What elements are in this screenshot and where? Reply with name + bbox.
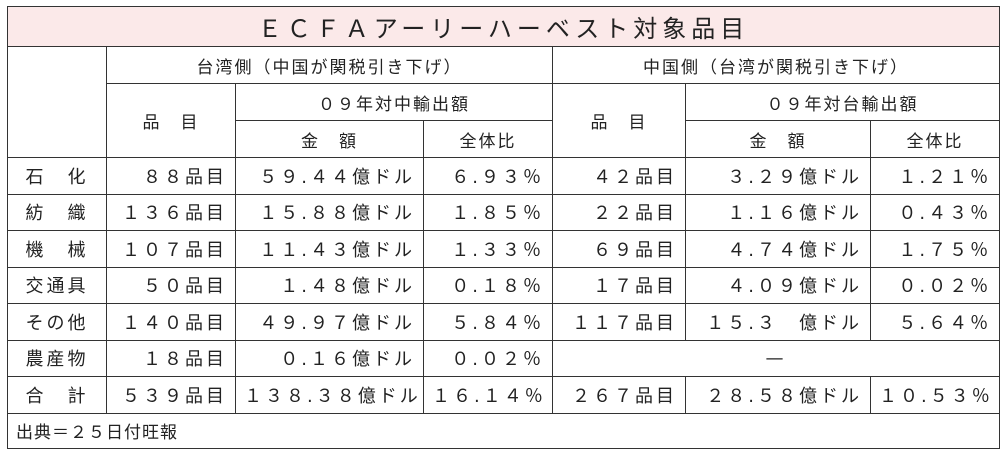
cn-amount-cell: ３.２９億ドル	[685, 157, 871, 195]
total-label-cell: 合 計	[7, 376, 107, 414]
source-row: 出典＝２５日付旺報	[6, 412, 1001, 449]
ecfa-table-container: ＥＣＦＡアーリーハーベスト対象品目 台湾側（中国が関税引き下げ） 中国側（台湾が…	[6, 6, 1001, 449]
tw-amount-cell: ４９.９７億ドル	[235, 303, 424, 341]
category-cell: 農産物	[7, 339, 107, 377]
cn-share-cell: ５.６４％	[869, 303, 1001, 341]
tw-items-cell: １４０品目	[106, 303, 236, 341]
category-cell: その他	[7, 303, 107, 341]
tw-amount-total: １３８.３８億ドル	[235, 376, 424, 414]
cn-amount-cell: ４.０９億ドル	[685, 266, 871, 304]
cn-share-cell: １.７５％	[869, 230, 1001, 268]
header-row-3: 金 額 全体比 金 額 全体比	[8, 120, 1001, 158]
cn-items-cell: １１７品目	[552, 303, 686, 341]
tw-share-cell: ５.８４％	[423, 303, 553, 341]
tw-share-cell: ６.９３％	[423, 157, 553, 195]
tw-items-cell: ８８品目	[106, 157, 236, 195]
category-cell: 機 械	[7, 230, 107, 268]
table-row: その他 １４０品目 ４９.９７億ドル ５.８４％ １１７品目 １５.３ 億ドル …	[7, 303, 1001, 341]
tw-share-total: １６.１４％	[423, 376, 553, 414]
source-note: 出典＝２５日付旺報	[6, 412, 1001, 449]
china-side-header: 中国側（台湾が関税引き下げ）	[551, 46, 1001, 84]
cn-amount-header: 金 額	[685, 120, 871, 158]
tw-share-cell: １.３３％	[423, 230, 553, 268]
tw-share-cell: ０.１８％	[423, 266, 553, 304]
header-row-2: 品 目 ０９年対中輸出額 品 目 ０９年対台輸出額	[8, 83, 1001, 158]
header-row-1: 台湾側（中国が関税引き下げ） 中国側（台湾が関税引き下げ）	[7, 46, 1001, 158]
tw-amount-cell: １５.８８億ドル	[235, 193, 424, 231]
cn-item-header: 品 目	[552, 83, 686, 158]
table-row: 機 械 １０７品目 １１.４３億ドル １.３３％ ６９品目 ４.７４億ドル １.…	[7, 230, 1001, 268]
cn-items-cell: １７品目	[552, 266, 686, 304]
tw-items-cell: １０７品目	[106, 230, 236, 268]
tw-share-cell: ０.０２％	[423, 339, 553, 377]
cn-amount-total: ２８.５８億ドル	[685, 376, 871, 414]
cn-items-cell: ４２品目	[552, 157, 686, 195]
tw-items-total: ５３９品目	[106, 376, 236, 414]
agri-row: 農産物 １８品目 ０.１６億ドル ０.０２％ —	[7, 339, 1001, 377]
title-row: ＥＣＦＡアーリーハーベスト対象品目	[6, 6, 1001, 47]
tw-items-cell: １３６品目	[106, 193, 236, 231]
tw-items-cell: １８品目	[106, 339, 236, 377]
tw-amount-cell: １１.４３億ドル	[235, 230, 424, 268]
tw-amount-header: 金 額	[235, 120, 424, 158]
total-row: 合 計 ５３９品目 １３８.３８億ドル １６.１４％ ２６７品目 ２８.５８億ド…	[7, 376, 1001, 414]
cn-share-cell: ０.０２％	[869, 266, 1001, 304]
cn-items-cell: ６９品目	[552, 230, 686, 268]
table-row: 紡 織 １３６品目 １５.８８億ドル １.８５％ ２２品目 １.１６億ドル ０.…	[7, 193, 1001, 231]
cn-share-header: 全体比	[869, 120, 1001, 158]
table-row: 交通具 ５０品目 １.４８億ドル ０.１８％ １７品目 ４.０９億ドル ０.０２…	[7, 266, 1001, 304]
tw-amount-cell: ０.１６億ドル	[235, 339, 424, 377]
tw-share-cell: １.８５％	[423, 193, 553, 231]
tw-export-header: ０９年対中輸出額	[235, 83, 553, 121]
table-title: ＥＣＦＡアーリーハーベスト対象品目	[6, 6, 1001, 47]
cn-amount-cell: ４.７４億ドル	[685, 230, 871, 268]
cn-share-cell: １.２１％	[869, 157, 1001, 195]
cn-no-items-dash: —	[551, 339, 1001, 377]
ecfa-early-harvest-table: ＥＣＦＡアーリーハーベスト対象品目 台湾側（中国が関税引き下げ） 中国側（台湾が…	[6, 6, 1001, 449]
cn-amount-cell: １５.３ 億ドル	[685, 303, 871, 341]
tw-item-header: 品 目	[106, 83, 236, 158]
tw-amount-cell: １.４８億ドル	[235, 266, 424, 304]
tw-amount-cell: ５９.４４億ドル	[235, 157, 424, 195]
category-cell: 石 化	[7, 157, 107, 195]
header-corner-cell	[7, 46, 107, 158]
tw-share-header: 全体比	[423, 120, 553, 158]
table-row: 石 化 ８８品目 ５９.４４億ドル ６.９３％ ４２品目 ３.２９億ドル １.２…	[7, 157, 1001, 195]
category-cell: 交通具	[7, 266, 107, 304]
cn-share-total: １０.５３％	[869, 376, 1001, 414]
cn-amount-cell: １.１６億ドル	[685, 193, 871, 231]
tw-items-cell: ５０品目	[106, 266, 236, 304]
cn-share-cell: ０.４３％	[869, 193, 1001, 231]
cn-export-header: ０９年対台輸出額	[684, 83, 1001, 121]
cn-items-total: ２６７品目	[552, 376, 686, 414]
category-cell: 紡 織	[7, 193, 107, 231]
taiwan-side-header: 台湾側（中国が関税引き下げ）	[106, 46, 553, 84]
cn-items-cell: ２２品目	[552, 193, 686, 231]
